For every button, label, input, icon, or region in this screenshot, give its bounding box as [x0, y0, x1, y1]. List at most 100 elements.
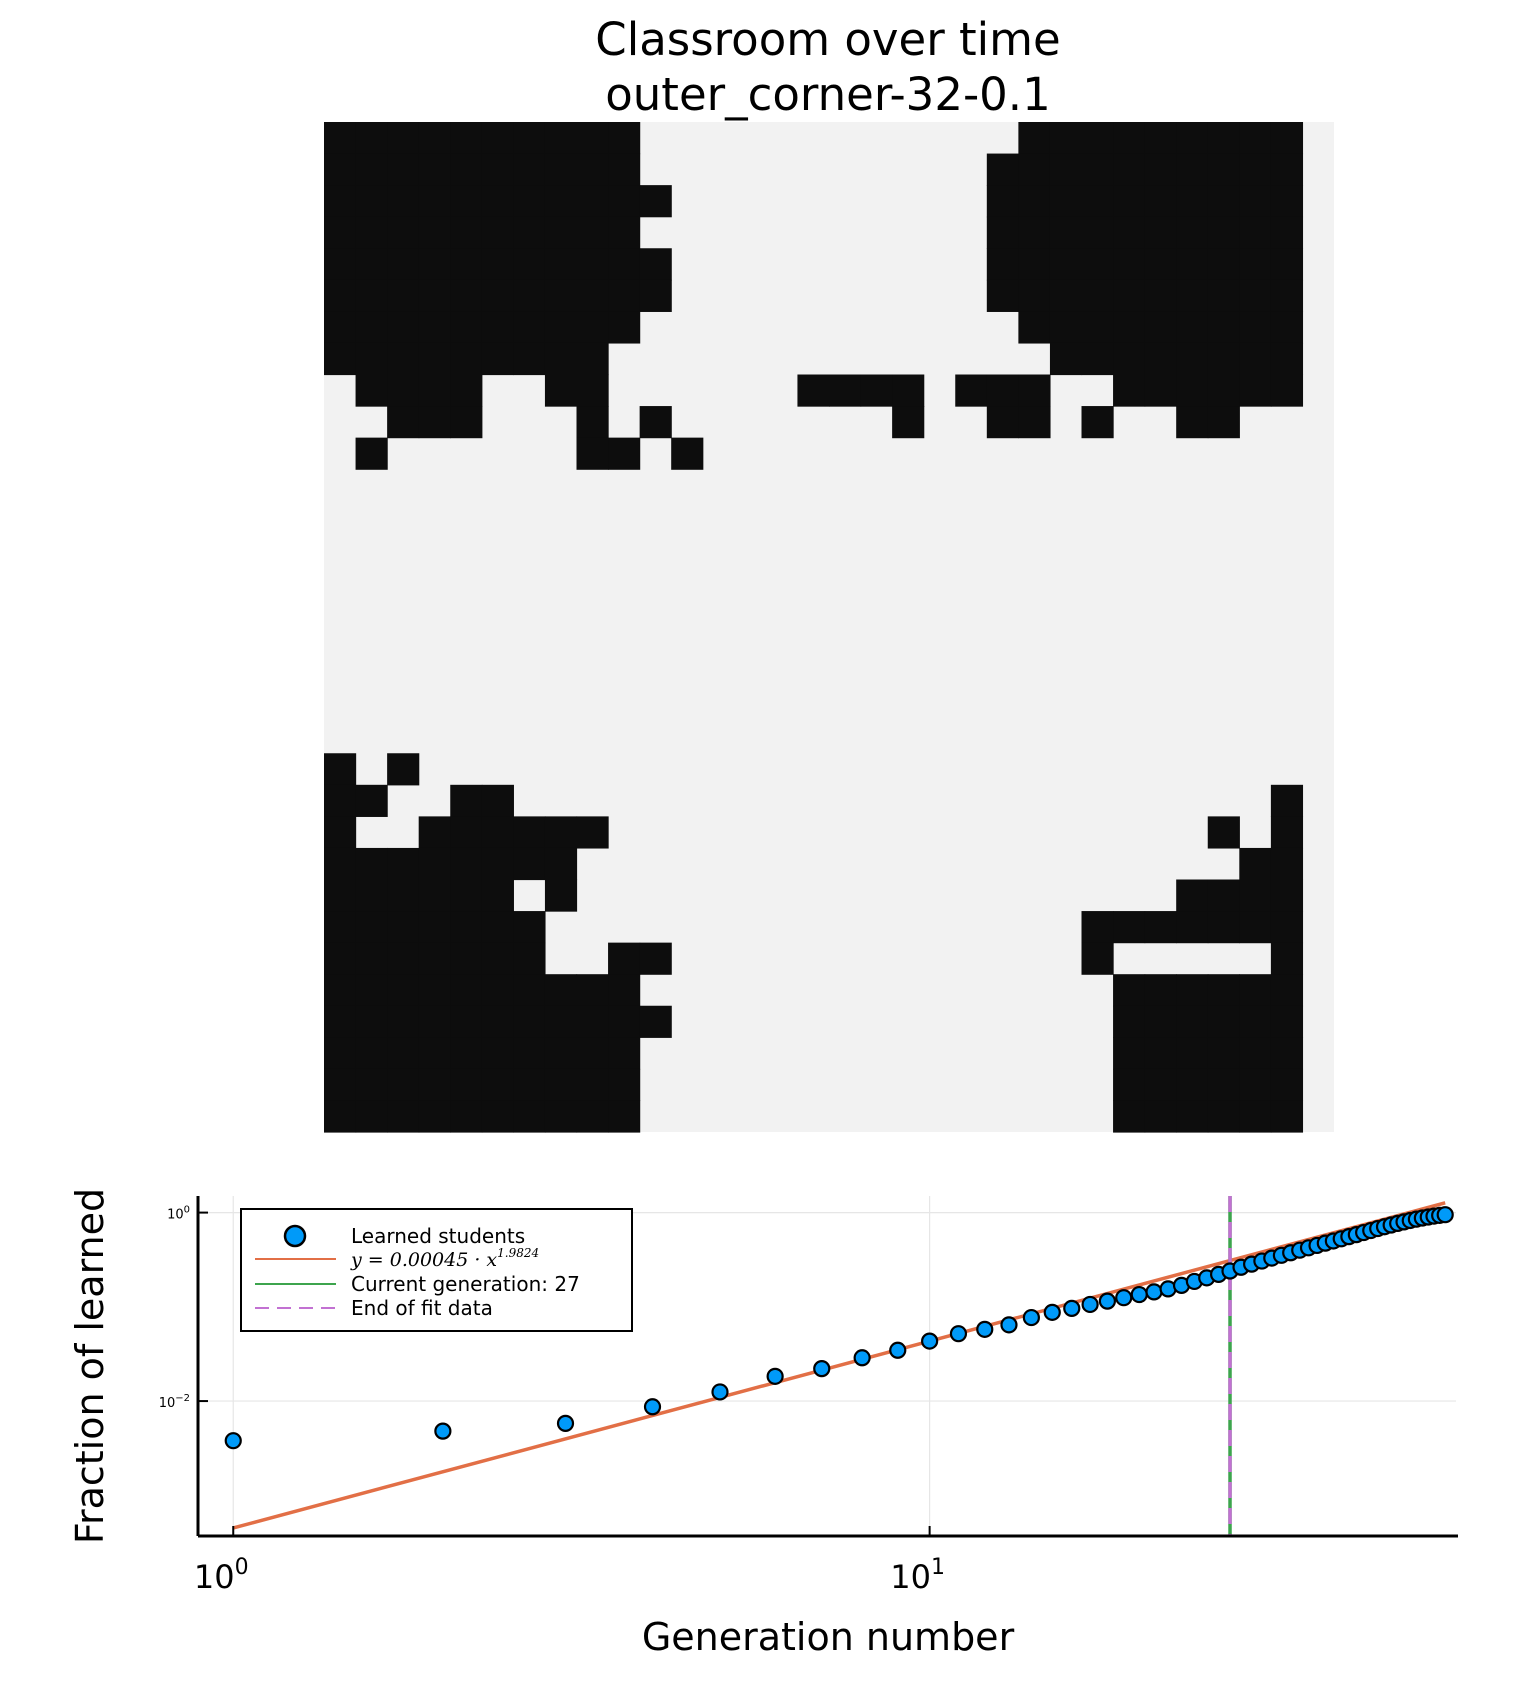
grid-cell-learned: [418, 1100, 451, 1133]
grid-cell-learned: [797, 374, 830, 407]
grid-cell-learned: [387, 753, 420, 786]
grid-cell-learned: [1144, 248, 1177, 281]
grid-cell-learned: [1176, 122, 1209, 155]
grid-cell-learned: [1176, 216, 1209, 249]
grid-cell-learned: [608, 437, 641, 470]
grid-cell-learned: [418, 879, 451, 912]
grid-cell-learned: [1239, 311, 1272, 344]
grid-cell-learned: [1207, 153, 1240, 186]
grid-cell-learned: [1207, 311, 1240, 344]
grid-cell-learned: [986, 248, 1019, 281]
grid-cell-learned: [1081, 216, 1114, 249]
grid-cell-learned: [892, 374, 925, 407]
grid-cell-learned: [1081, 185, 1114, 218]
grid-cell-learned: [1270, 974, 1304, 1007]
grid-cell-learned: [481, 847, 514, 881]
grid-cell-learned: [324, 342, 357, 376]
grid-cell-learned: [1144, 1005, 1177, 1038]
grid-cell-learned: [576, 248, 609, 281]
grid-cell-learned: [1144, 311, 1177, 344]
grid-cell-learned: [1239, 1037, 1272, 1070]
grid-cell-learned: [387, 911, 420, 944]
grid-cell-learned: [608, 122, 641, 155]
scatter-point: [853, 1349, 871, 1367]
grid-cell-learned: [986, 185, 1019, 218]
grid-cell-learned: [513, 216, 546, 249]
grid-cell-learned: [418, 122, 451, 155]
grid-cell-learned: [544, 1068, 578, 1102]
grid-cell-learned: [513, 342, 546, 376]
grid-cell-learned: [324, 816, 357, 849]
grid-cell-learned: [1081, 279, 1114, 312]
grid-cell-learned: [1207, 974, 1240, 1007]
grid-cell-learned: [1207, 248, 1240, 281]
grid-cell-learned: [450, 847, 483, 881]
grid-cell-learned: [1113, 279, 1146, 312]
grid-cell-learned: [608, 1100, 641, 1133]
y-tick-label: 10−2: [159, 1393, 190, 1411]
x-tick-label: 100: [194, 1555, 249, 1596]
grid-cell-learned: [1270, 248, 1304, 281]
y-ticks: 100 10−2: [159, 1205, 208, 1411]
scatter-point: [1022, 1308, 1040, 1327]
grid-cell-learned: [1144, 1068, 1177, 1102]
grid-cell-learned: [576, 1068, 609, 1102]
grid-cell-learned: [450, 342, 483, 376]
grid-cell-learned: [513, 153, 546, 186]
grid-cell-learned: [1049, 185, 1083, 218]
x-axis-label: Generation number: [642, 1615, 1015, 1659]
grid-cell-learned: [1270, 879, 1304, 912]
grid-cell-learned: [450, 311, 483, 344]
scatter-points-layer: [224, 1206, 1454, 1450]
grid-cell-learned: [450, 153, 483, 186]
scatter-point: [1000, 1316, 1018, 1334]
legend: Learned students y = 0.00045 · x1.9824 C…: [240, 1208, 633, 1332]
grid-cell-learned: [1239, 847, 1272, 881]
grid-cell-learned: [1270, 122, 1304, 155]
grid-cell-learned: [387, 153, 420, 186]
grid-cell-learned: [450, 942, 483, 975]
grid-cell-learned: [450, 216, 483, 249]
fit-line-layer: [232, 1201, 1446, 1530]
grid-cell-learned: [544, 279, 578, 312]
grid-cell-learned: [1144, 279, 1177, 312]
grid-cell-learned: [1018, 122, 1051, 155]
grid-cell-learned: [355, 974, 388, 1007]
grid-cell-learned: [1049, 342, 1083, 376]
grid-cell-learned: [576, 816, 609, 849]
grid-cell-learned: [576, 437, 609, 470]
grid-cell-learned: [1239, 879, 1272, 912]
grid-cell-learned: [576, 185, 609, 218]
legend-fit-label: y = 0.00045 · x1.9824: [350, 1246, 539, 1271]
grid-cell-learned: [355, 342, 388, 376]
grid-cell-learned: [418, 374, 451, 407]
grid-cell-learned: [1176, 248, 1209, 281]
grid-cell-learned: [481, 1037, 514, 1070]
grid-cell-learned: [387, 342, 420, 376]
grid-cell-learned: [387, 248, 420, 281]
grid-cell-learned: [986, 406, 1019, 439]
grid-cell-learned: [1270, 342, 1304, 376]
grid-cell-learned: [1144, 185, 1177, 218]
grid-cell-learned: [387, 279, 420, 312]
y-tick-label: 100: [167, 1205, 190, 1223]
grid-cell-learned: [513, 1005, 546, 1038]
grid-cell-learned: [1176, 342, 1209, 376]
grid-cell-learned: [481, 1005, 514, 1038]
grid-cell-learned: [450, 784, 483, 817]
grid-cell-learned: [544, 374, 578, 407]
grid-cell-learned: [1207, 1100, 1240, 1133]
grid-cell-learned: [450, 248, 483, 281]
grid-cell-learned: [544, 248, 578, 281]
grid-cell-learned: [639, 406, 672, 439]
grid-cell-learned: [324, 185, 357, 218]
grid-cell-learned: [1176, 974, 1209, 1007]
grid-cell-learned: [860, 374, 893, 407]
grid-cell-learned: [544, 816, 578, 849]
grid-cell-learned: [1081, 942, 1114, 975]
grid-cell-learned: [608, 1068, 641, 1102]
grid-cell-learned: [1239, 122, 1272, 155]
grid-cell-learned: [324, 1068, 357, 1102]
grid-cell-learned: [1176, 1005, 1209, 1038]
